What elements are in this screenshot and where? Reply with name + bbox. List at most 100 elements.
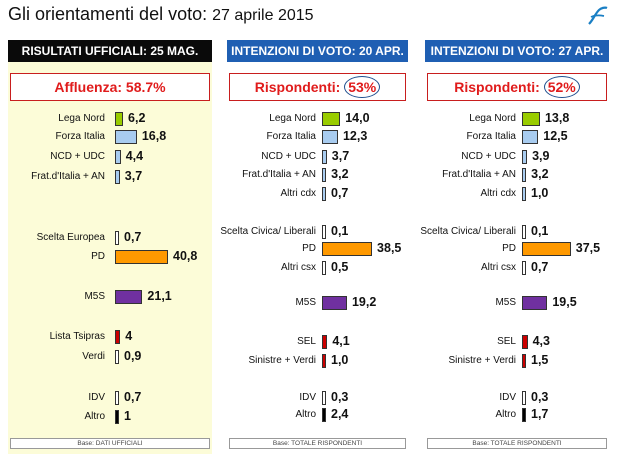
- bar-altro: [322, 408, 326, 422]
- stat-box: Affluenza: 58.7%: [10, 73, 210, 101]
- value-label-m5s: 19,5: [552, 295, 577, 309]
- party-label-forza-italia: Forza Italia: [466, 131, 516, 142]
- party-label-frat-d-italia-an: Frat.d'Italia + AN: [31, 171, 105, 182]
- stat-value: 53%: [344, 76, 381, 98]
- bar-sinistre-verdi: [322, 354, 326, 368]
- party-label-sinistre-verdi: Sinistre + Verdi: [248, 355, 316, 366]
- party-label-forza-italia: Forza Italia: [55, 131, 105, 142]
- stat-box: Rispondenti: 52%: [427, 73, 607, 101]
- bar-idv: [115, 391, 119, 405]
- value-label-forza-italia: 12,5: [543, 129, 568, 143]
- party-label-scelta-civica-liberali: Scelta Civica/ Liberali: [220, 226, 316, 237]
- party-label-lega-nord: Lega Nord: [269, 113, 316, 124]
- party-label-verdi: Verdi: [82, 351, 105, 362]
- party-label-ncd-udc: NCD + UDC: [461, 151, 516, 162]
- party-label-altro: Altro: [495, 409, 516, 420]
- panel-header: INTENZIONI DI VOTO: 20 APR.: [227, 40, 408, 62]
- bar-ncd-udc: [322, 150, 327, 164]
- party-label-pd: PD: [91, 251, 105, 262]
- chart-panel-3: INTENZIONI DI VOTO: 27 APR. Rispondenti: …: [420, 40, 609, 454]
- value-label-scelta-civica-liberali: 0,1: [531, 224, 549, 238]
- party-label-frat-d-italia-an: Frat.d'Italia + AN: [242, 169, 316, 180]
- bar-verdi: [115, 350, 119, 364]
- value-label-pd: 38,5: [377, 241, 402, 255]
- value-label-m5s: 19,2: [351, 295, 377, 309]
- stat-label: Rispondenti:: [454, 79, 544, 95]
- value-label-ncd-udc: 4,4: [125, 149, 144, 163]
- value-label-frat-d-italia-an: 3,2: [331, 167, 349, 181]
- value-label-pd: 40,8: [173, 249, 198, 263]
- value-label-altro: 1,7: [531, 407, 549, 421]
- bar-altri-cdx: [522, 187, 526, 201]
- bar-forza-italia: [115, 130, 137, 144]
- value-label-altri-cdx: 0,7: [331, 186, 349, 200]
- stat-value: 58.7%: [125, 79, 166, 95]
- bar-frat-d-italia-an: [115, 170, 120, 184]
- party-label-m5s: M5S: [84, 291, 105, 302]
- party-label-idv: IDV: [299, 392, 316, 403]
- panel-footer: Base: TOTALE RISPONDENTI: [229, 438, 406, 449]
- bar-altro: [522, 408, 526, 422]
- value-label-lega-nord: 6,2: [128, 111, 146, 125]
- panel-header: INTENZIONI DI VOTO: 27 APR.: [425, 40, 609, 62]
- bar-ncd-udc: [522, 150, 528, 164]
- party-label-lista-tsipras: Lista Tsipras: [49, 331, 105, 342]
- bar-idv: [322, 391, 326, 405]
- value-label-sinistre-verdi: 1,0: [331, 353, 349, 367]
- page-title: Gli orientamenti del voto: 27 aprile 201…: [8, 4, 314, 25]
- party-label-altri-csx: Altri csx: [481, 262, 516, 273]
- party-label-altri-csx: Altri csx: [281, 262, 316, 273]
- bar-pd: [115, 250, 169, 264]
- bar-idv: [522, 391, 526, 405]
- value-label-sinistre-verdi: 1,5: [531, 353, 549, 367]
- party-label-ncd-udc: NCD + UDC: [261, 151, 316, 162]
- bar-pd: [322, 242, 373, 256]
- value-label-lega-nord: 14,0: [345, 111, 370, 125]
- value-label-forza-italia: 12,3: [342, 129, 368, 143]
- value-label-altri-csx: 0,7: [531, 260, 549, 274]
- stat-box: Rispondenti: 53%: [229, 73, 406, 101]
- party-label-altri-cdx: Altri cdx: [280, 188, 316, 199]
- party-label-sel: SEL: [497, 336, 516, 347]
- bar-sinistre-verdi: [522, 354, 526, 368]
- party-label-sinistre-verdi: Sinistre + Verdi: [448, 355, 516, 366]
- value-label-altri-csx: 0,5: [331, 260, 349, 274]
- bar-frat-d-italia-an: [322, 168, 327, 182]
- brand-logo-icon: [588, 6, 608, 25]
- value-label-lega-nord: 13,8: [544, 111, 570, 125]
- party-label-lega-nord: Lega Nord: [58, 113, 105, 124]
- value-label-ncd-udc: 3,7: [331, 149, 350, 163]
- bar-m5s: [322, 296, 347, 310]
- party-label-lega-nord: Lega Nord: [469, 113, 516, 124]
- panel-footer: Base: TOTALE RISPONDENTI: [427, 438, 607, 449]
- stat-label: Rispondenti:: [254, 79, 345, 95]
- value-label-pd: 37,5: [575, 241, 601, 255]
- bar-ncd-udc: [115, 150, 121, 164]
- party-label-pd: PD: [302, 243, 316, 254]
- bar-pd: [522, 242, 571, 256]
- party-label-altro: Altro: [84, 411, 105, 422]
- value-label-idv: 0,7: [124, 390, 142, 404]
- bar-m5s: [115, 290, 143, 304]
- party-label-altro: Altro: [295, 409, 316, 420]
- bar-altri-csx: [322, 261, 326, 275]
- value-label-idv: 0,3: [331, 390, 349, 404]
- bar-lega-nord: [322, 112, 341, 126]
- value-label-altri-cdx: 1,0: [531, 186, 549, 200]
- stat-value: 52%: [543, 76, 580, 98]
- party-label-m5s: M5S: [295, 297, 316, 308]
- bar-lista-tsipras: [115, 330, 121, 344]
- party-label-forza-italia: Forza Italia: [266, 131, 316, 142]
- value-label-altro: 1: [124, 409, 131, 423]
- chart-panel-2: INTENZIONI DI VOTO: 20 APR. Rispondenti: …: [220, 40, 408, 454]
- value-label-lista-tsipras: 4: [125, 329, 133, 343]
- value-label-sel: 4,3: [532, 334, 550, 348]
- value-label-ncd-udc: 3,9: [532, 149, 550, 163]
- bar-lega-nord: [522, 112, 540, 126]
- bar-frat-d-italia-an: [522, 168, 527, 182]
- bar-lega-nord: [115, 112, 124, 126]
- party-label-idv: IDV: [499, 392, 516, 403]
- bar-m5s: [522, 296, 548, 310]
- bar-scelta-europea: [115, 231, 119, 245]
- party-label-sel: SEL: [297, 336, 316, 347]
